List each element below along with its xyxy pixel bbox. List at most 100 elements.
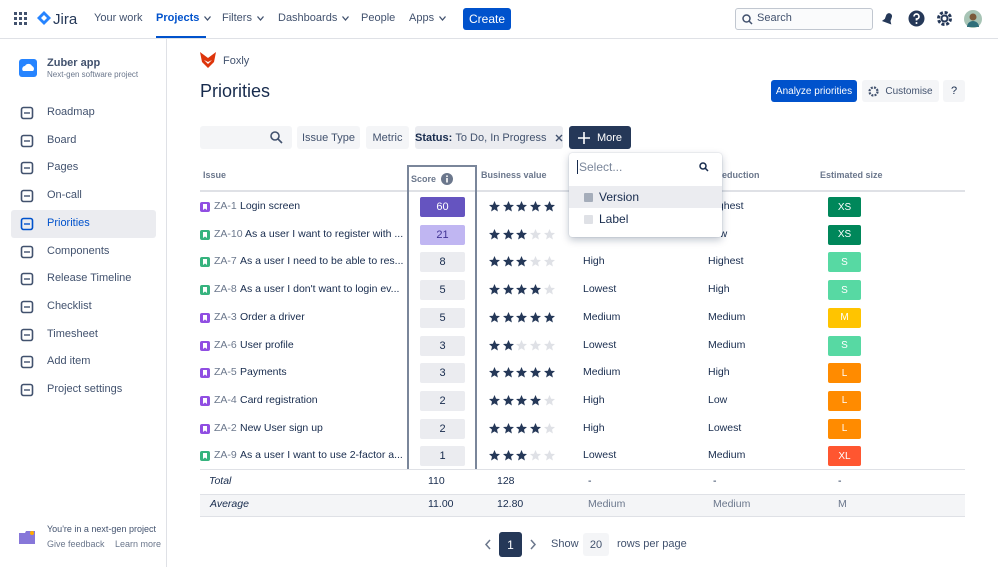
issue-key[interactable]: ZA-3 (214, 310, 237, 323)
column-header: Score (411, 173, 454, 185)
issue-summary[interactable]: As a user I want to register with ... (245, 227, 404, 240)
star (516, 394, 528, 406)
nav-item[interactable]: Project settings (47, 383, 123, 395)
nav-item[interactable]: Board (47, 133, 77, 146)
search-icon (742, 14, 753, 25)
issue-key[interactable]: ZA-1 (214, 200, 237, 212)
info-icon[interactable] (441, 173, 454, 185)
issue-key[interactable]: ZA-2 (214, 421, 237, 434)
more-button[interactable]: More (569, 126, 631, 149)
notifications[interactable] (881, 11, 895, 27)
star (516, 284, 528, 295)
size-badge: XL (828, 446, 861, 467)
sidebar: Zuber app Next-gen software project Road… (0, 39, 167, 567)
filter-search[interactable] (200, 126, 292, 149)
issue-summary[interactable]: User profile (240, 338, 294, 351)
column-header: Business value (481, 170, 547, 180)
option-checkbox[interactable] (584, 193, 593, 202)
metric-filter[interactable]: Metric (366, 126, 409, 149)
issue-summary[interactable]: As a user I need to be able to res... (240, 255, 404, 268)
learn-more-link[interactable]: Learn more (115, 539, 162, 549)
nav-item[interactable]: Components (47, 244, 110, 257)
prev-page[interactable] (484, 539, 492, 550)
issue-key[interactable]: ZA-7 (214, 255, 237, 268)
issue-key[interactable]: ZA-8 (214, 283, 237, 296)
business-value (489, 228, 559, 240)
nav-item[interactable]: Add item (47, 355, 91, 368)
issue-key[interactable]: ZA-5 (214, 366, 237, 379)
star-shape (543, 339, 555, 350)
issue-key[interactable]: ZA-10 (214, 227, 243, 240)
nav-item[interactable]: Apps (409, 12, 447, 24)
issue-summary[interactable]: As a user I want to use 2-factor a... (240, 449, 403, 462)
nav-item[interactable]: On-call (47, 189, 82, 202)
nav-item[interactable]: Your work (94, 12, 143, 24)
nav-item[interactable]: People (361, 12, 395, 24)
help[interactable] (908, 10, 925, 27)
issue-summary[interactable]: New User sign up (240, 421, 323, 434)
info-bar (446, 178, 448, 183)
score-column (407, 165, 477, 469)
issue-summary[interactable]: As a user I don't want to login ev... (240, 283, 400, 296)
score: 60 (420, 197, 465, 217)
star-shape (489, 422, 500, 434)
avatar[interactable] (964, 10, 982, 28)
help-button[interactable]: ? (943, 80, 965, 102)
create-button[interactable]: Create (463, 8, 511, 30)
search-box[interactable]: Search (735, 8, 873, 30)
issue-summary[interactable]: Login screen (240, 200, 301, 212)
customise-button[interactable]: Customise (862, 80, 939, 102)
star-shape (543, 422, 555, 434)
jira-logo[interactable] (37, 11, 51, 27)
chevron (256, 15, 264, 21)
app-switcher[interactable] (14, 12, 28, 26)
size-badge: XS (828, 197, 861, 217)
issue-key[interactable]: ZA-4 (214, 393, 237, 406)
star-shape (502, 450, 514, 461)
nav-item[interactable]: Dashboards (278, 12, 350, 24)
option-checkbox[interactable] (584, 215, 593, 224)
brand[interactable]: Jira (53, 11, 78, 28)
star (543, 284, 555, 295)
feedback-link[interactable]: Give feedback (47, 539, 105, 549)
nav-item[interactable]: Priorities (47, 216, 90, 229)
star (489, 284, 500, 295)
star (502, 256, 514, 267)
analyze-button[interactable]: Analyze priorities (771, 80, 857, 102)
icon-shape (20, 245, 34, 258)
nav-item[interactable]: Release Timeline (47, 272, 132, 285)
dropdown-input[interactable]: Select... (577, 160, 623, 174)
status-filter[interactable]: Status: To Do, In Progress (415, 126, 563, 149)
nav-item[interactable]: Filters (222, 12, 264, 24)
nav-item[interactable]: Timesheet (47, 327, 98, 340)
star (502, 201, 514, 212)
cell: High (708, 283, 730, 296)
nav-item[interactable]: Projects (156, 12, 212, 24)
star-shape (543, 311, 555, 323)
project-name[interactable]: Zuber app (47, 57, 101, 69)
issue-type-filter[interactable]: Issue Type (297, 126, 360, 149)
cell: Medium (583, 310, 621, 323)
option-label[interactable]: Version (599, 190, 640, 204)
option-label[interactable]: Label (599, 212, 629, 226)
issue-summary[interactable]: Card registration (240, 393, 318, 406)
nav-item[interactable]: Pages (47, 161, 79, 174)
nav-item[interactable]: Roadmap (47, 106, 95, 118)
issue-summary[interactable]: Order a driver (240, 310, 305, 323)
rows-suffix: rows per page (617, 538, 687, 550)
current-page[interactable]: 1 (499, 532, 522, 557)
total-value: - (588, 475, 592, 487)
rows-select[interactable]: 20 (583, 533, 609, 556)
issue-summary[interactable]: Payments (240, 366, 287, 379)
nav-item[interactable]: Checklist (47, 299, 92, 312)
issue-key[interactable]: ZA-6 (214, 338, 237, 351)
settings[interactable] (936, 10, 953, 27)
star-shape (543, 450, 555, 461)
next-page[interactable] (529, 539, 537, 550)
clear-icon[interactable] (555, 134, 563, 142)
issue-key[interactable]: ZA-9 (214, 449, 237, 462)
breadcrumb[interactable]: Foxly (223, 55, 250, 67)
score: 8 (420, 252, 465, 273)
icon-glyph (203, 231, 207, 238)
star-shape (516, 339, 528, 350)
